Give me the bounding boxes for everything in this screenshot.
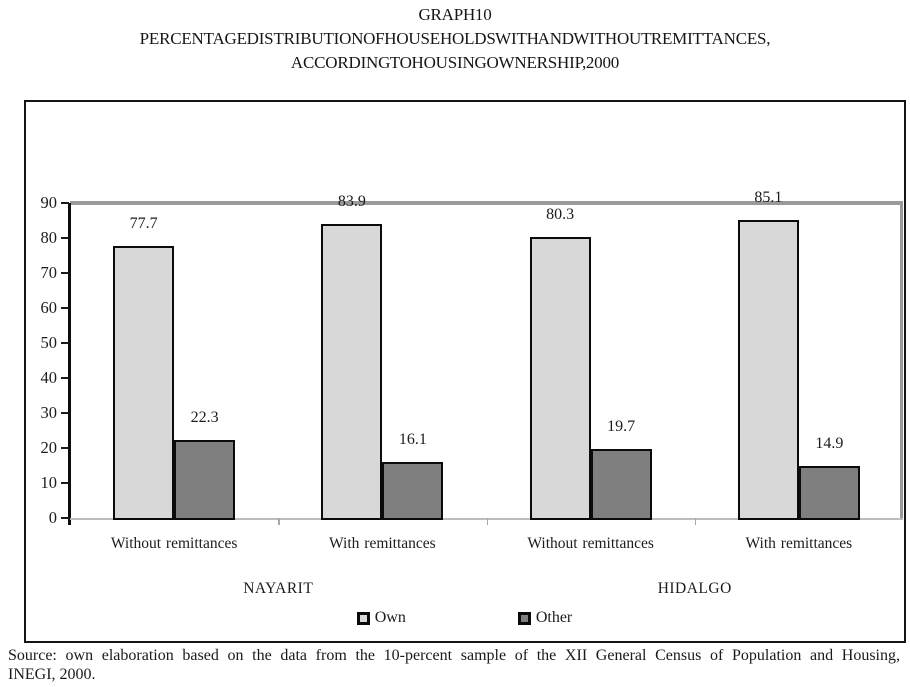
y-tick — [61, 202, 69, 204]
bar-value-label-other-1: 16.1 — [398, 430, 427, 448]
legend-label-own: Own — [374, 609, 406, 626]
group-label-hidalgo: HIDALGO — [657, 580, 732, 597]
y-tick-label: 80 — [40, 228, 58, 247]
bar-own-with-remittances-1 — [321, 224, 383, 520]
plot-area: 0 10 20 30 40 50 60 70 80 90 77.7 22.3 Without remit… — [26, 102, 904, 641]
y-tick — [61, 447, 69, 449]
legend-label-other: Other — [535, 609, 573, 626]
group-label-nayarit: NAYARIT — [243, 580, 314, 597]
y-tick-label: 0 — [48, 508, 57, 527]
plot-right-wall — [899, 201, 903, 519]
bar-other-with-remittances-3 — [798, 465, 860, 520]
chart-subtitle-line2: ACCORDING TO HOUSING OWNERSHIP, 2000 — [290, 53, 620, 72]
bar-other-without-remittances-0 — [174, 439, 236, 520]
legend-item-other: Other — [517, 609, 573, 627]
source-line1: Source: own elaboration based on the dat… — [8, 647, 900, 664]
chart-title-block: GRAPH 10 PERCENTAGE DISTRIBUTION OF HOUS… — [0, 3, 910, 75]
y-tick-label: 50 — [40, 333, 58, 352]
bar-own-with-remittances-3 — [737, 220, 799, 520]
chart-frame: 0 10 20 30 40 50 60 70 80 90 77.7 22.3 Without remit… — [24, 100, 906, 643]
bar-value-label-own-0: 77.7 — [129, 215, 158, 233]
bar-value-label-other-3: 14.9 — [815, 434, 844, 452]
y-tick-label: 30 — [40, 403, 58, 422]
bar-value-label-other-0: 22.3 — [190, 408, 219, 426]
gridline-90 — [70, 201, 903, 205]
bar-value-label-own-1: 83.9 — [337, 193, 366, 211]
x-tick — [278, 518, 280, 525]
bar-own-without-remittances-0 — [113, 246, 175, 520]
y-tick-label: 10 — [40, 473, 58, 492]
category-label-0: Without remittances — [110, 535, 238, 552]
x-tick — [486, 518, 489, 525]
y-tick — [61, 482, 69, 484]
legend-item-own: Own — [356, 609, 406, 627]
source-line2: INEGI, 2000. — [8, 665, 96, 683]
y-tick — [61, 412, 69, 414]
y-tick — [61, 237, 69, 239]
y-tick-label: 90 — [40, 193, 58, 212]
category-label-3: With remittances — [745, 535, 853, 552]
y-tick-label: 60 — [40, 298, 58, 317]
chart-title: GRAPH 10 — [418, 5, 492, 24]
bar-other-with-remittances-1 — [382, 461, 444, 520]
x-tick — [694, 518, 697, 525]
y-tick-label: 40 — [40, 368, 58, 387]
legend-swatch-other-icon — [517, 611, 531, 625]
legend-swatch-own-icon — [356, 611, 370, 625]
y-tick-label: 20 — [40, 438, 58, 457]
y-tick-label: 70 — [40, 263, 58, 282]
y-tick — [61, 377, 69, 379]
bar-own-without-remittances-2 — [529, 236, 591, 520]
chart-subtitle-line1: PERCENTAGE DISTRIBUTION OF HOUSEHOLDS WI… — [139, 29, 771, 48]
y-tick — [61, 517, 69, 519]
bar-value-label-own-2: 80.3 — [546, 205, 575, 223]
legend: Own Other — [26, 608, 903, 628]
bar-other-without-remittances-2 — [590, 449, 652, 520]
y-tick — [61, 307, 69, 309]
bar-value-label-other-2: 19.7 — [607, 418, 636, 436]
category-label-2: Without remittances — [527, 535, 654, 552]
y-tick — [61, 342, 69, 344]
source-note: Source: own elaboration based on the dat… — [8, 647, 900, 684]
y-axis-line — [68, 203, 71, 525]
category-label-1: With remittances — [329, 535, 436, 552]
bar-value-label-own-3: 85.1 — [754, 189, 783, 207]
y-tick — [61, 272, 69, 274]
